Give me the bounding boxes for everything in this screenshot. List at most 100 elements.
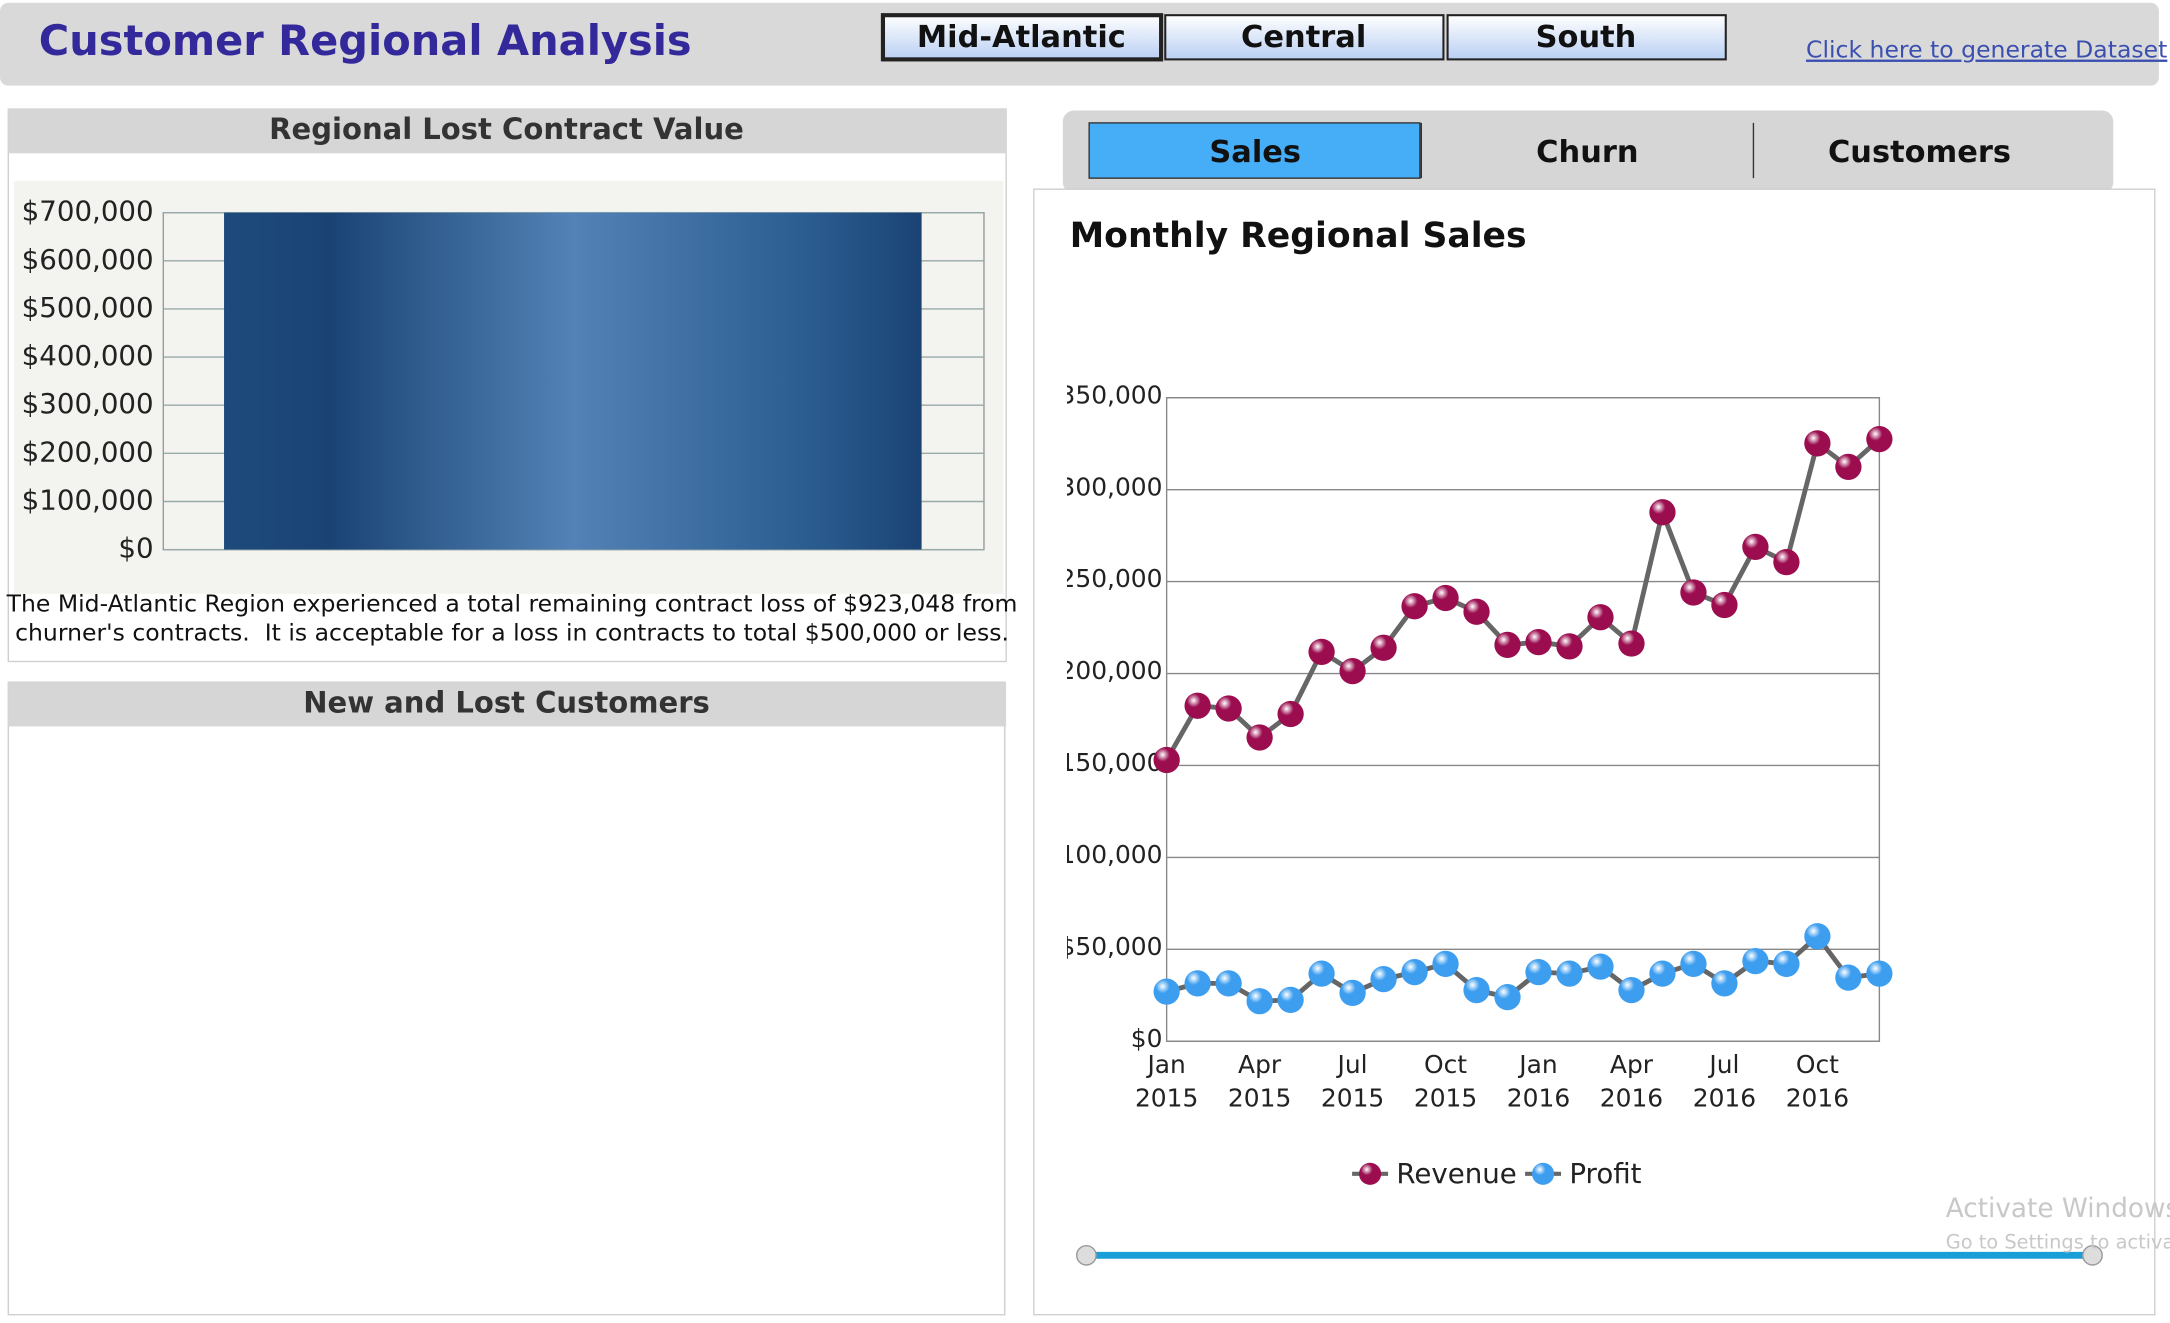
data-point (1587, 953, 1614, 980)
data-point (1525, 628, 1552, 656)
x-tick-label: Apr 2016 (1600, 1050, 1663, 1112)
panel-header (8, 682, 1007, 727)
data-point (1494, 631, 1521, 658)
x-tick-label: Jul 2016 (1693, 1050, 1756, 1112)
annotation: churner's contracts. It is acceptable fo… (15, 618, 1009, 646)
data-point (1680, 950, 1707, 977)
region-tab-label[interactable]: South (1536, 20, 1637, 55)
y-tick-label: $350,000 (1044, 380, 1163, 409)
tab-selected[interactable] (1088, 122, 1421, 179)
x-tick-label: Jan 2015 (1135, 1050, 1198, 1112)
data-point (1494, 984, 1521, 1011)
x-tick-label: Oct 2015 (1414, 1050, 1477, 1112)
data-point (1370, 966, 1397, 993)
region-tab[interactable] (1446, 14, 1727, 61)
tab-label[interactable]: Sales (1209, 135, 1301, 170)
y-tick-label: $150,000 (1044, 748, 1163, 777)
legend-marker (1359, 1162, 1382, 1185)
data-point (1742, 533, 1769, 560)
data-point (1339, 658, 1366, 685)
annotation: The Mid-Atlantic Region experienced a to… (6, 589, 1018, 617)
region-tab-label[interactable]: Mid-Atlantic (917, 20, 1126, 55)
bar-group (224, 212, 922, 550)
watermark: Go to Settings to activate Windows. (1946, 1230, 2170, 1253)
legend-marker (1532, 1162, 1555, 1185)
data-point (1742, 947, 1769, 975)
sales-panel (1033, 188, 2156, 1316)
legend-label: Profit (1569, 1157, 1641, 1190)
y-tick-label: $200,000 (1044, 656, 1163, 685)
data-point (1184, 692, 1211, 719)
y-tick-label: $100,000 (1044, 840, 1163, 869)
y-tick-label: $700,000 (22, 195, 154, 228)
data-point (1370, 634, 1397, 661)
x-tick-label: Jul 2015 (1321, 1050, 1384, 1112)
data-point (1277, 986, 1304, 1014)
data-point (1773, 950, 1800, 977)
region-tab-label[interactable]: Central (1241, 20, 1366, 55)
x-tick-label: Oct 2016 (1786, 1050, 1849, 1112)
legend-label: Revenue (1396, 1157, 1516, 1190)
y-tick-label: $300,000 (22, 387, 154, 420)
data-point (1587, 604, 1614, 631)
chart-title: Regional Lost Contract Value (269, 112, 744, 146)
data-point (1401, 959, 1428, 986)
y-tick-label: $200,000 (22, 435, 154, 468)
data-point (1649, 960, 1676, 987)
data-point (1184, 970, 1211, 997)
data-point (1711, 970, 1738, 997)
y-tick-label: $250,000 (1044, 564, 1163, 593)
line-chart: Monthly Regional Sales $0 $50,000 $100,000 $… (1044, 216, 1893, 1190)
data-point (1556, 960, 1583, 987)
y-tick-label: $0 (118, 532, 153, 565)
region-tab[interactable] (880, 13, 1164, 62)
region-tab[interactable] (1164, 14, 1445, 61)
data-point (1680, 579, 1707, 606)
slider-handle[interactable] (1076, 1244, 1097, 1266)
data-point (1463, 977, 1490, 1004)
x-tick-label: Apr 2015 (1228, 1050, 1291, 1112)
watermark: Activate Windows (1946, 1194, 2170, 1224)
data-point (1618, 977, 1645, 1004)
data-point (1215, 970, 1242, 997)
data-point (1804, 430, 1831, 457)
chart-title: Monthly Regional Sales (1070, 216, 1527, 256)
generate-link[interactable]: Click here to generate Dataset (1806, 36, 2167, 64)
x-tick-label: Jan 2016 (1507, 1050, 1570, 1112)
data-point (1432, 584, 1459, 612)
data-point (1463, 598, 1490, 625)
data-point (1339, 979, 1366, 1007)
y-tick-label: $0 (1131, 1024, 1163, 1053)
data-point (1432, 950, 1459, 977)
data-point (1835, 453, 1862, 480)
y-tick-label: $600,000 (22, 243, 154, 276)
tab-label[interactable]: Customers (1828, 135, 2011, 170)
data-point (1556, 633, 1583, 660)
page-title: Customer Regional Analysis (39, 17, 692, 65)
data-point (1246, 988, 1273, 1015)
y-tick-label: $500,000 (22, 291, 154, 324)
slider-handle[interactable] (2082, 1244, 2103, 1266)
data-point (1773, 548, 1800, 576)
panel-title: New and Lost Customers (303, 685, 710, 719)
tab-label[interactable]: Churn (1536, 135, 1638, 170)
y-tick-label: $300,000 (1044, 472, 1163, 501)
data-point (1401, 593, 1428, 620)
data-point (1649, 499, 1676, 526)
data-point (1618, 630, 1645, 657)
data-point (1835, 964, 1862, 991)
data-point (1308, 638, 1335, 665)
data-point (1308, 960, 1335, 987)
customers-panel (7, 681, 1006, 1316)
data-point (1246, 724, 1273, 751)
data-point (1277, 700, 1304, 728)
data-point (1866, 425, 1893, 453)
y-tick-label: $100,000 (22, 484, 154, 517)
y-tick-label: $400,000 (22, 339, 154, 372)
data-point (1153, 746, 1180, 774)
bar (224, 212, 922, 550)
y-tick-label: $50,000 (1060, 932, 1163, 961)
data-point (1153, 978, 1180, 1005)
